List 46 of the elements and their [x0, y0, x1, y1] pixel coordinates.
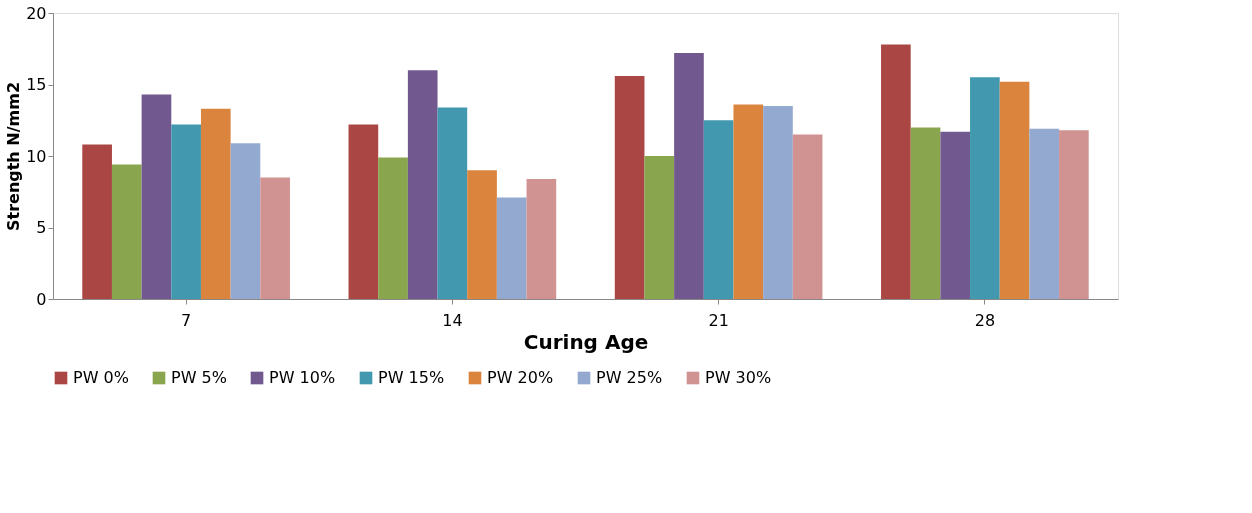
bar: [141, 94, 172, 299]
bar: [230, 143, 261, 299]
legend-label: PW 5%: [171, 368, 227, 387]
bar: [1059, 130, 1089, 299]
legend-label: PW 25%: [596, 368, 663, 387]
bar: [348, 124, 379, 299]
y-tick-label: 20: [26, 3, 47, 23]
y-axis-title: Strength N/mm2: [4, 81, 24, 232]
bar: [999, 81, 1030, 299]
bar: [644, 156, 675, 299]
y-tick-label: 15: [26, 75, 47, 94]
bar: [881, 44, 911, 299]
x-tick-label: 21: [708, 310, 729, 330]
bar: [496, 197, 527, 299]
x-tick-label: 7: [181, 310, 192, 330]
bar: [171, 124, 201, 299]
bar: [1029, 128, 1060, 299]
y-tick-label: 10: [26, 146, 47, 166]
bar: [733, 104, 764, 299]
y-tick-label: 5: [36, 218, 47, 237]
bar: [82, 144, 112, 299]
bar: [792, 134, 823, 299]
x-tick-label: 28: [974, 310, 996, 330]
legend-label: PW 10%: [269, 368, 336, 387]
bar: [407, 70, 438, 299]
bar: [437, 107, 468, 299]
legend-label: PW 15%: [378, 368, 445, 387]
bar: [940, 131, 971, 299]
bar: [674, 53, 704, 299]
bar: [260, 177, 290, 299]
bar: [111, 164, 142, 299]
bar: [970, 77, 1000, 299]
legend-label: PW 20%: [487, 368, 554, 387]
x-tick-label: 14: [442, 310, 463, 330]
bar: [378, 157, 408, 299]
x-axis-title: Curing Age: [523, 329, 649, 354]
y-tick-label: 0: [36, 289, 47, 309]
bar: [467, 170, 497, 299]
bar: [910, 127, 941, 299]
bar: [763, 105, 793, 299]
bar: [614, 75, 645, 299]
legend-label: PW 30%: [705, 368, 772, 387]
legend-label: PW 0%: [73, 368, 129, 387]
bar: [703, 120, 734, 299]
bar: [526, 178, 557, 299]
bar: [200, 108, 231, 299]
